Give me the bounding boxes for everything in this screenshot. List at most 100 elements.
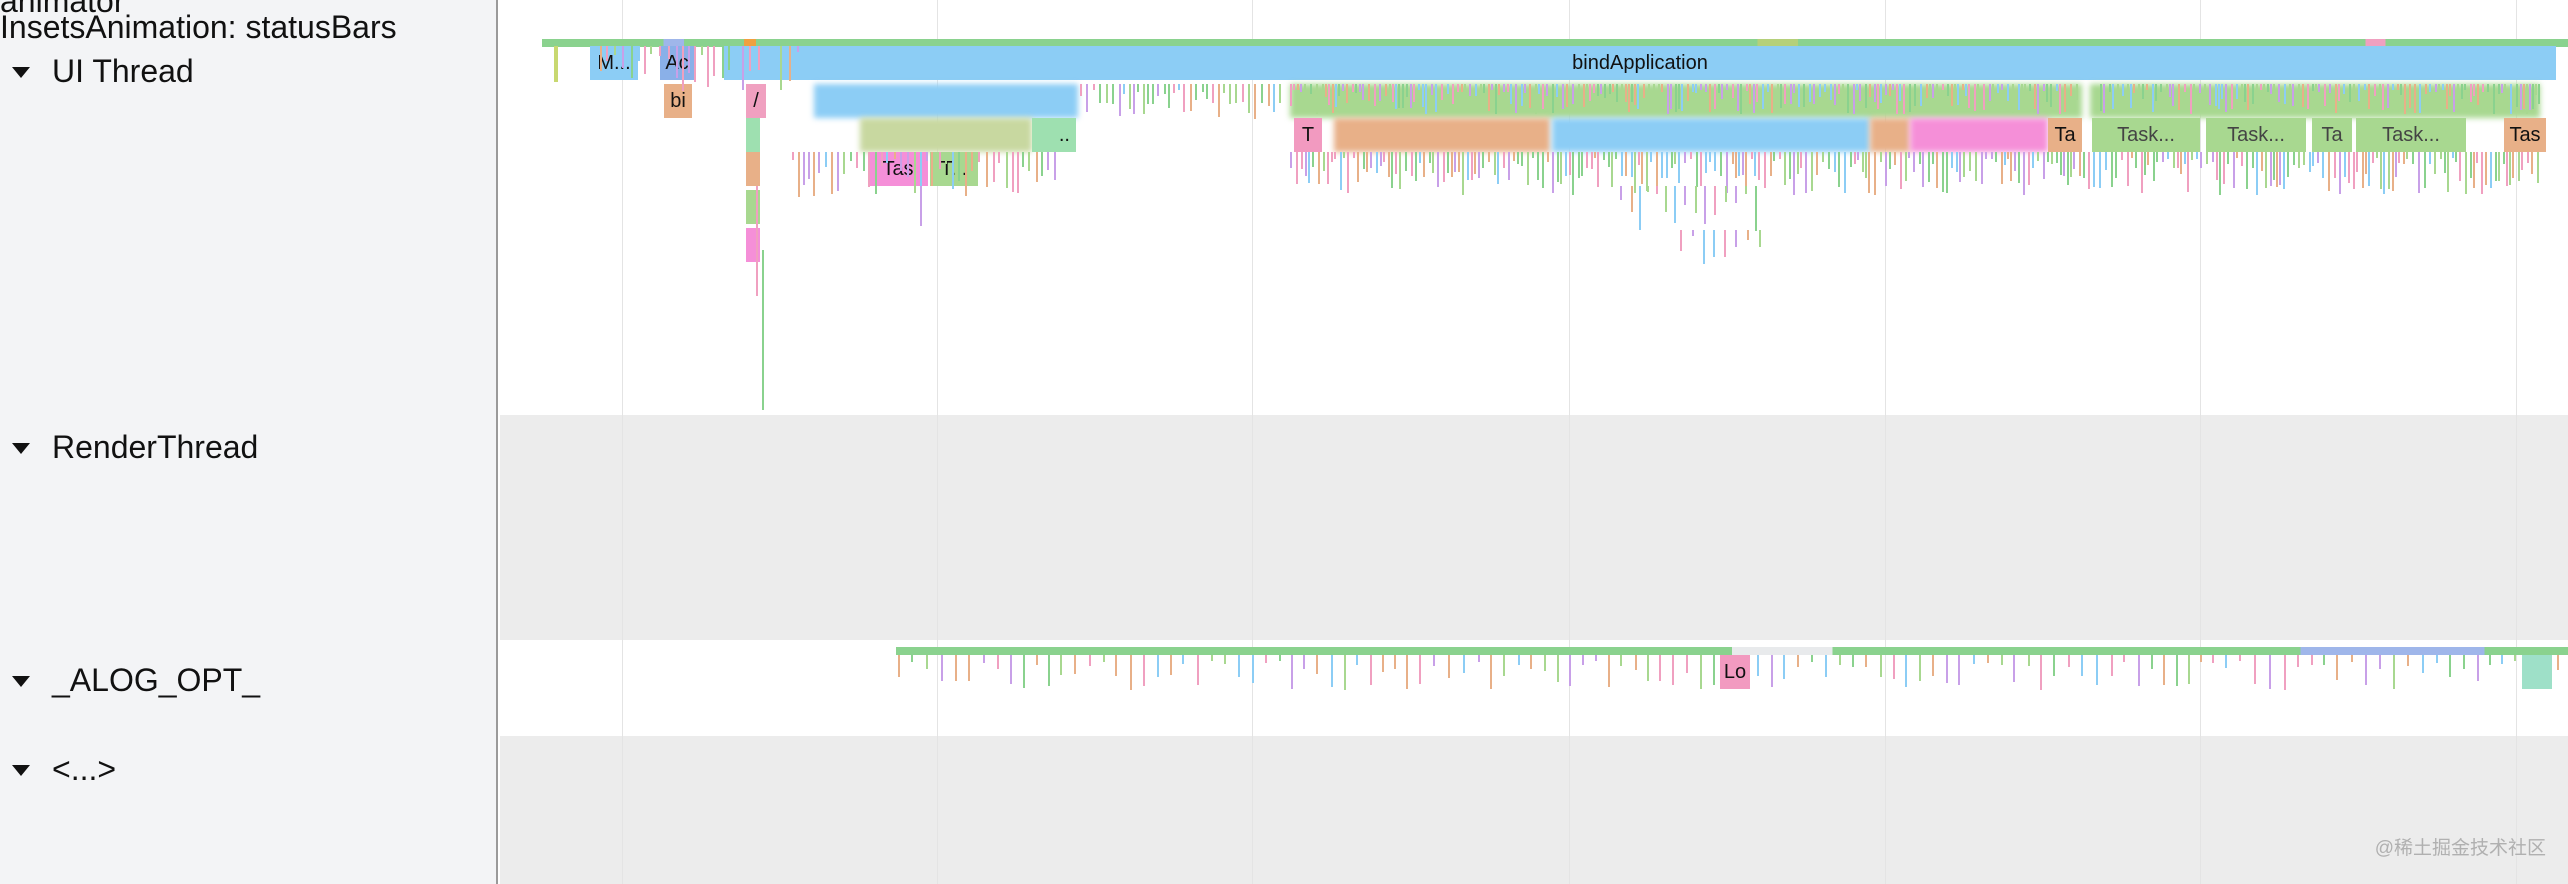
slice[interactable]	[746, 152, 760, 186]
trace-tick	[1678, 84, 1680, 109]
trace-tick	[1616, 84, 1618, 102]
trace-tick	[1206, 84, 1208, 99]
trace-tick	[2043, 84, 2045, 91]
trace-tick	[2318, 84, 2320, 92]
slice[interactable]: Ta	[2312, 118, 2352, 152]
trace-tick	[2200, 655, 2202, 662]
trace-tick	[2037, 152, 2039, 161]
trace-tick	[1474, 152, 1476, 174]
trace-tick	[1457, 84, 1459, 92]
chevron-down-icon[interactable]	[12, 765, 30, 776]
trace-tick	[2141, 152, 2143, 193]
slice[interactable]: Tas	[868, 152, 928, 186]
trace-tick	[1670, 84, 1672, 109]
trace-tick	[2012, 84, 2014, 113]
slice[interactable]: Tas	[2504, 118, 2546, 152]
trace-tick	[1048, 655, 1050, 686]
chevron-down-icon[interactable]	[12, 676, 30, 687]
trace-tick	[2212, 152, 2214, 162]
trace-tick	[1828, 152, 1830, 169]
trace-tick	[2344, 152, 2346, 177]
trace-tick	[622, 46, 624, 68]
trace-tick	[2424, 152, 2426, 188]
trace-tick	[2557, 655, 2559, 670]
trace-tick	[1491, 84, 1493, 90]
trace-tick	[1583, 84, 1585, 107]
trace-tick	[1517, 152, 1519, 164]
trace-tick	[1942, 152, 1944, 192]
slice[interactable]: Task...	[2206, 118, 2306, 152]
trace-tick	[2339, 152, 2341, 194]
slice[interactable]	[1910, 118, 2048, 152]
timeline-area[interactable]: M... Ac bindApplication bi / .. T Ta Tas…	[500, 0, 2568, 884]
trace-tick	[1929, 84, 1931, 92]
slice[interactable]	[746, 118, 760, 152]
trace-tick	[2263, 84, 2265, 103]
trace-tick	[1842, 84, 1844, 101]
slice[interactable]: T...	[930, 152, 978, 186]
trace-tick	[1405, 152, 1407, 171]
trace-tick	[1852, 655, 1854, 667]
trace-tick	[2343, 84, 2345, 94]
trace-tick	[2298, 84, 2300, 101]
slice[interactable]: T	[1294, 118, 1322, 152]
trace-tick	[2429, 152, 2431, 164]
slice[interactable]: Ta	[2048, 118, 2082, 152]
trace-tick	[1947, 84, 1949, 96]
trace-tick	[1684, 186, 1686, 205]
trace-tick	[1451, 152, 1453, 177]
trace-tick	[2481, 152, 2483, 194]
trace-tick	[2379, 84, 2381, 109]
trace-tick	[2059, 84, 2061, 114]
alog-activity-strip	[896, 647, 2568, 655]
trace-tick	[2151, 655, 2153, 669]
trace-tick	[1273, 84, 1275, 112]
trace-tick	[1973, 655, 1975, 664]
trace-tick	[2289, 84, 2291, 110]
slice-bind-application[interactable]: bindApplication	[724, 46, 2556, 80]
trace-tick	[1431, 84, 1433, 95]
trace-tick	[1338, 84, 1340, 96]
trace-tick	[1170, 655, 1172, 675]
trace-tick	[1435, 84, 1437, 112]
trace-tick	[1010, 655, 1012, 684]
slice[interactable]: /	[746, 84, 766, 118]
trace-tick	[1328, 84, 1330, 105]
trace-tick	[2260, 84, 2262, 90]
trace-tick	[1183, 84, 1185, 112]
trace-tick	[1742, 152, 1744, 175]
trace-tick	[1631, 84, 1633, 102]
trace-tick	[1735, 186, 1737, 203]
trace-tick	[2067, 152, 2069, 185]
slice[interactable]	[860, 118, 1032, 152]
trace-tick	[2461, 84, 2463, 99]
slice[interactable]	[554, 46, 558, 82]
chevron-down-icon[interactable]	[12, 443, 30, 454]
trace-tick	[1382, 655, 1384, 672]
slice[interactable]	[1334, 118, 1550, 152]
trace-tick	[1811, 152, 1813, 191]
slice[interactable]	[1870, 118, 1910, 152]
slice[interactable]: ..	[1032, 118, 1076, 152]
slice[interactable]	[2522, 655, 2552, 689]
slice[interactable]	[814, 84, 1078, 118]
trace-tick	[1099, 84, 1101, 103]
trace-tick	[2440, 152, 2442, 159]
trace-tick	[650, 46, 652, 54]
slice[interactable]	[1552, 118, 1870, 152]
trace-tick	[2403, 152, 2405, 164]
slice[interactable]: bi	[664, 84, 692, 118]
slice[interactable]: Task...	[2356, 118, 2466, 152]
trace-tick	[2190, 84, 2192, 114]
chevron-down-icon[interactable]	[12, 67, 30, 78]
trace-tick	[1889, 152, 1891, 169]
slice[interactable]: Lo	[1720, 655, 1750, 689]
slice[interactable]: Task...	[2092, 118, 2200, 152]
trace-tick	[2487, 84, 2489, 92]
trace-tick	[2162, 152, 2164, 162]
trace-tick	[1773, 152, 1775, 161]
trace-tick	[2081, 655, 2083, 676]
trace-tick	[1346, 84, 1348, 103]
trace-tick	[2256, 152, 2258, 195]
trace-tick	[1406, 84, 1408, 97]
